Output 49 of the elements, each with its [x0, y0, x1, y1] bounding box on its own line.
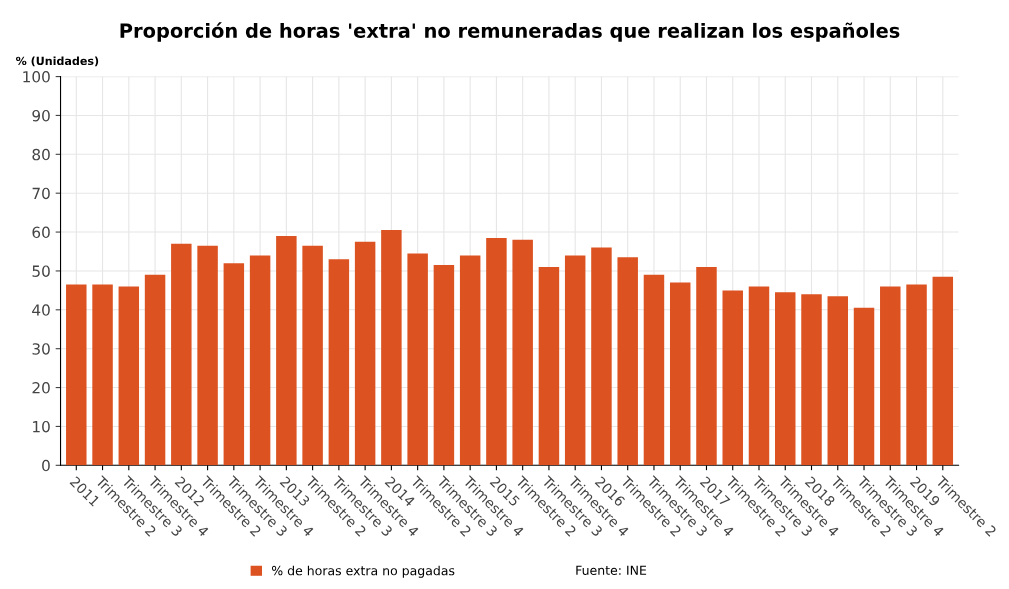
y-tick-label: 40: [32, 304, 50, 316]
bar: [276, 235, 297, 466]
bar: [486, 237, 507, 466]
source-note: Fuente: INE: [576, 565, 647, 575]
bar: [669, 282, 691, 466]
bar: [722, 290, 743, 466]
bar: [643, 274, 665, 466]
bar: [748, 286, 770, 466]
y-tick-label: 0: [42, 459, 50, 472]
y-tick-label: 100: [23, 71, 50, 83]
bar: [354, 241, 376, 466]
bar: [932, 276, 954, 466]
bar: [171, 243, 192, 466]
bar: [538, 267, 560, 466]
bar: [66, 284, 87, 466]
bar: [853, 307, 875, 466]
y-tick-label: 30: [32, 343, 50, 355]
y-tick-label: 70: [32, 187, 50, 200]
y-tick-label: 10: [33, 420, 50, 433]
bar: [591, 247, 612, 466]
bar: [459, 255, 481, 466]
bar: [302, 245, 323, 466]
bar: [827, 296, 849, 466]
y-tick-label: 60: [32, 226, 50, 239]
bar: [906, 284, 927, 466]
bar: [801, 294, 822, 466]
y-axis-title: % (Unidades): [16, 56, 99, 67]
bar: [381, 230, 402, 466]
bar: [564, 255, 586, 466]
bar: [512, 239, 533, 466]
bar: [197, 245, 218, 466]
y-tick-label: 90: [32, 109, 50, 122]
chart-title: Proporción de horas 'extra' no remuneradas que realizan los españoles: [120, 22, 900, 42]
bar: [249, 255, 271, 466]
y-tick-label: 50: [32, 265, 50, 277]
bar: [328, 259, 350, 466]
bar: [118, 286, 140, 466]
y-tick-label: 80: [32, 148, 50, 161]
bar: [144, 274, 166, 466]
bar: [433, 265, 455, 466]
bar: [407, 253, 428, 466]
bar: [775, 292, 796, 466]
bar: [223, 263, 245, 466]
bar: [92, 284, 113, 466]
y-tick-label: 20: [32, 382, 50, 394]
bar: [696, 267, 717, 466]
bar: [880, 286, 901, 466]
legend-label: % de horas extra no pagadas: [272, 565, 455, 578]
bar: [617, 257, 638, 466]
